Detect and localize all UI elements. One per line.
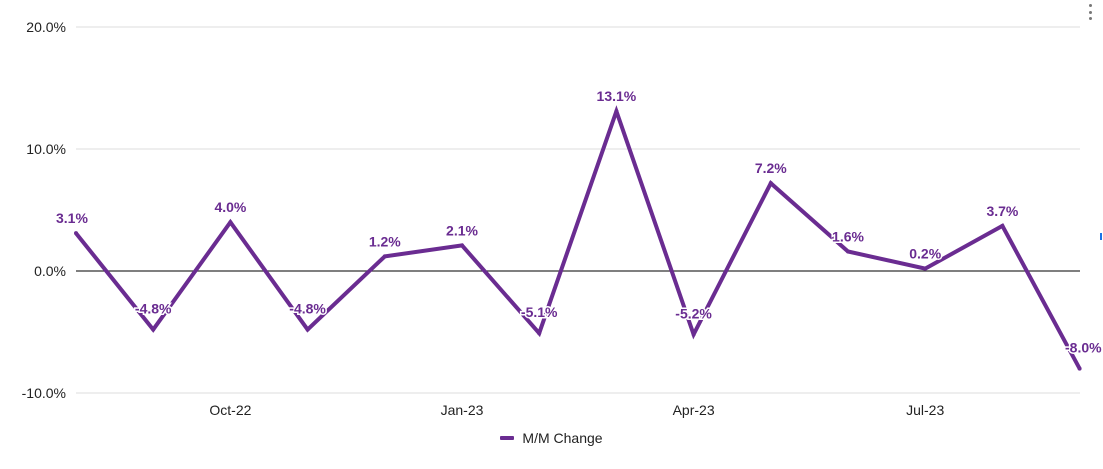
line-chart: 20.0% 10.0% 0.0% -10.0% Oct-22 Jan-23 Apr-23 J… <box>22 19 1103 418</box>
data-point <box>537 331 542 336</box>
data-labels: 3.1% -4.8% 4.0% -4.8% 1.2% 2.1% -5.1% 13.1% -5.2… <box>55 87 1103 357</box>
x-tick-label: Jan-23 <box>441 402 484 418</box>
data-point <box>1077 366 1082 371</box>
series-line <box>74 105 1082 370</box>
y-tick-label: -10.0% <box>22 385 66 401</box>
data-label: -4.8% <box>135 301 172 317</box>
y-tick-label: 10.0% <box>26 141 66 157</box>
x-axis-tick-labels: Oct-22 Jan-23 Apr-23 Jul-23 <box>209 402 944 418</box>
menu-dot <box>1088 17 1092 20</box>
gridlines <box>76 26 1080 394</box>
y-tick-label: 0.0% <box>34 263 66 279</box>
data-point <box>768 181 773 186</box>
data-point <box>460 243 464 248</box>
data-point <box>614 109 619 114</box>
scroll-indicator <box>1100 233 1102 240</box>
menu-dot <box>1088 4 1092 7</box>
data-label: 7.2% <box>755 160 787 176</box>
data-label: -8.0% <box>1065 340 1102 356</box>
x-tick-label: Jul-23 <box>906 402 944 418</box>
data-point <box>382 254 387 259</box>
data-label: 1.6% <box>832 228 864 244</box>
legend: M/M Change <box>0 430 1103 446</box>
data-label: -4.8% <box>289 301 326 317</box>
data-point <box>691 332 696 337</box>
data-label: 1.2% <box>369 233 401 249</box>
y-axis-tick-labels: 20.0% 10.0% 0.0% -10.0% <box>22 19 66 401</box>
data-label: -5.2% <box>675 305 712 321</box>
data-point <box>923 266 928 271</box>
data-label: 4.0% <box>214 199 246 215</box>
more-vert-icon[interactable] <box>1084 2 1096 22</box>
data-point <box>1000 223 1005 228</box>
data-label: 0.2% <box>909 246 941 262</box>
legend-label: M/M Change <box>522 430 603 446</box>
menu-dot <box>1088 10 1092 14</box>
x-tick-label: Oct-22 <box>209 402 251 418</box>
data-label: 3.1% <box>56 210 88 226</box>
data-point <box>305 327 310 332</box>
data-label: 2.1% <box>446 222 478 238</box>
legend-swatch <box>500 436 515 440</box>
y-tick-label: 20.0% <box>26 19 66 35</box>
data-label: 13.1% <box>597 88 637 104</box>
series-m-m-change <box>74 105 1082 371</box>
data-point <box>228 220 233 225</box>
data-label: 3.7% <box>986 203 1018 219</box>
data-label: -5.1% <box>521 304 558 320</box>
data-point <box>151 327 156 332</box>
x-tick-label: Apr-23 <box>673 402 715 418</box>
data-point <box>74 231 78 236</box>
data-point <box>846 249 850 254</box>
